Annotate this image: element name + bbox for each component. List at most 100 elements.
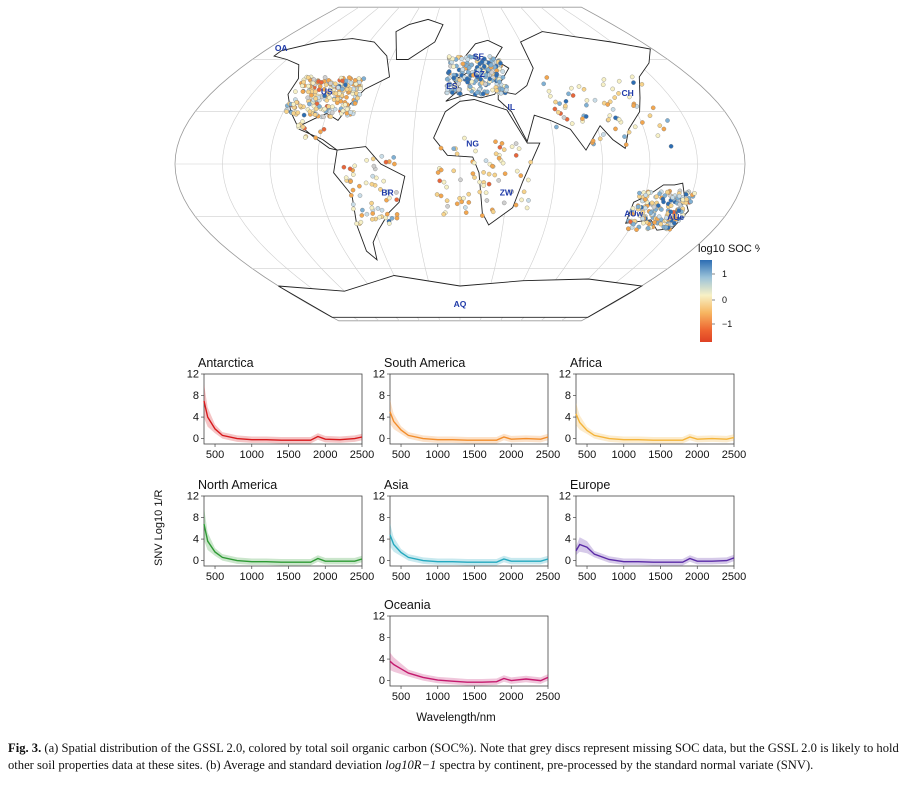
sample-point bbox=[307, 101, 312, 107]
sample-point bbox=[343, 175, 349, 180]
sample-point bbox=[322, 106, 328, 112]
sample-point bbox=[323, 82, 329, 88]
region-label-ng: NG bbox=[466, 139, 479, 149]
sample-point bbox=[642, 197, 648, 202]
sample-point bbox=[489, 70, 495, 75]
sample-point bbox=[553, 99, 558, 105]
sample-point bbox=[513, 202, 519, 208]
sample-point bbox=[394, 190, 399, 195]
sample-point bbox=[352, 101, 358, 106]
y-tick-label: 8 bbox=[379, 512, 385, 524]
sample-point bbox=[632, 124, 638, 130]
sample-point bbox=[601, 77, 607, 82]
sample-point bbox=[635, 204, 641, 210]
x-tick-label: 2000 bbox=[499, 449, 523, 461]
std-band bbox=[390, 652, 548, 686]
sample-point bbox=[334, 100, 340, 106]
sample-point bbox=[351, 206, 356, 212]
y-tick-label: 12 bbox=[373, 369, 385, 381]
region-label-es: ES bbox=[446, 81, 458, 91]
sample-point bbox=[369, 181, 375, 187]
sample-point bbox=[340, 108, 346, 114]
x-tick-label: 500 bbox=[392, 691, 410, 703]
y-tick-label: 8 bbox=[193, 512, 199, 524]
panel-frame bbox=[575, 495, 735, 567]
region-label-us: US bbox=[321, 86, 333, 96]
sample-point bbox=[291, 110, 296, 116]
sample-point bbox=[392, 161, 397, 167]
continent-antarctica bbox=[278, 275, 644, 318]
sample-point bbox=[461, 195, 466, 201]
sample-point bbox=[355, 95, 360, 101]
x-tick-label: 2500 bbox=[536, 449, 560, 461]
sample-point bbox=[668, 203, 674, 208]
sample-point bbox=[521, 189, 527, 195]
sample-point bbox=[358, 86, 363, 91]
x-tick-label: 1500 bbox=[648, 449, 672, 461]
sample-point bbox=[339, 86, 345, 92]
sample-point bbox=[379, 154, 385, 159]
sample-point bbox=[349, 193, 354, 198]
sample-point bbox=[459, 56, 465, 62]
x-tick-label: 2500 bbox=[350, 449, 374, 461]
x-tick-label: 1000 bbox=[426, 571, 450, 583]
x-tick-label: 500 bbox=[392, 571, 410, 583]
sample-point bbox=[364, 158, 369, 163]
sample-point bbox=[473, 148, 478, 154]
region-label-il: IL bbox=[508, 102, 516, 112]
sample-point bbox=[670, 195, 675, 200]
sample-point bbox=[631, 80, 636, 85]
caption-math: log10R−1 bbox=[385, 758, 437, 772]
sample-point bbox=[592, 97, 598, 103]
sample-point bbox=[514, 168, 520, 174]
mean-spectrum-line bbox=[575, 413, 735, 441]
sample-point bbox=[606, 117, 611, 122]
y-tick-label: 12 bbox=[373, 611, 385, 623]
sample-point bbox=[313, 106, 319, 112]
figure-caption: Fig. 3. (a) Spatial distribution of the … bbox=[8, 740, 918, 774]
sample-point bbox=[524, 205, 530, 211]
y-tick-label: 4 bbox=[193, 534, 199, 546]
sample-point bbox=[493, 151, 499, 157]
x-tick-label: 1500 bbox=[462, 691, 486, 703]
panel-frame bbox=[389, 615, 549, 687]
sample-point bbox=[481, 69, 487, 74]
sample-point bbox=[526, 177, 531, 183]
sample-point bbox=[494, 73, 499, 78]
sample-point bbox=[310, 80, 316, 86]
sample-point bbox=[566, 91, 571, 97]
sample-point bbox=[451, 146, 456, 151]
sample-point bbox=[610, 107, 616, 112]
sample-point bbox=[677, 193, 682, 199]
sample-point bbox=[630, 211, 635, 217]
continent-asia bbox=[497, 31, 651, 151]
region-label-zw: ZW bbox=[500, 187, 514, 197]
sample-point bbox=[616, 91, 621, 96]
sample-point bbox=[335, 96, 340, 102]
sample-point bbox=[475, 74, 480, 80]
panel-title: Europe bbox=[570, 478, 610, 492]
sample-point bbox=[513, 141, 519, 146]
sample-point bbox=[360, 207, 365, 213]
caption-text-b: spectra by continent, pre-processed by t… bbox=[439, 758, 814, 772]
sample-point bbox=[344, 106, 350, 112]
region-label-auw: AUw bbox=[624, 208, 643, 218]
sample-point bbox=[293, 89, 298, 94]
sample-point bbox=[663, 224, 669, 230]
y-tick-label: 0 bbox=[379, 433, 385, 445]
sample-point bbox=[459, 199, 464, 205]
y-tick-label: 4 bbox=[379, 654, 385, 666]
sample-point bbox=[481, 64, 487, 69]
sample-point bbox=[631, 103, 636, 108]
x-tick-label: 500 bbox=[206, 449, 224, 461]
sample-point bbox=[482, 56, 487, 62]
sample-point bbox=[466, 191, 471, 197]
sample-point bbox=[655, 133, 661, 138]
sample-point bbox=[668, 209, 674, 215]
sample-point bbox=[441, 212, 446, 217]
sample-point bbox=[309, 92, 314, 98]
sample-point bbox=[477, 179, 482, 185]
sample-point bbox=[463, 205, 468, 210]
